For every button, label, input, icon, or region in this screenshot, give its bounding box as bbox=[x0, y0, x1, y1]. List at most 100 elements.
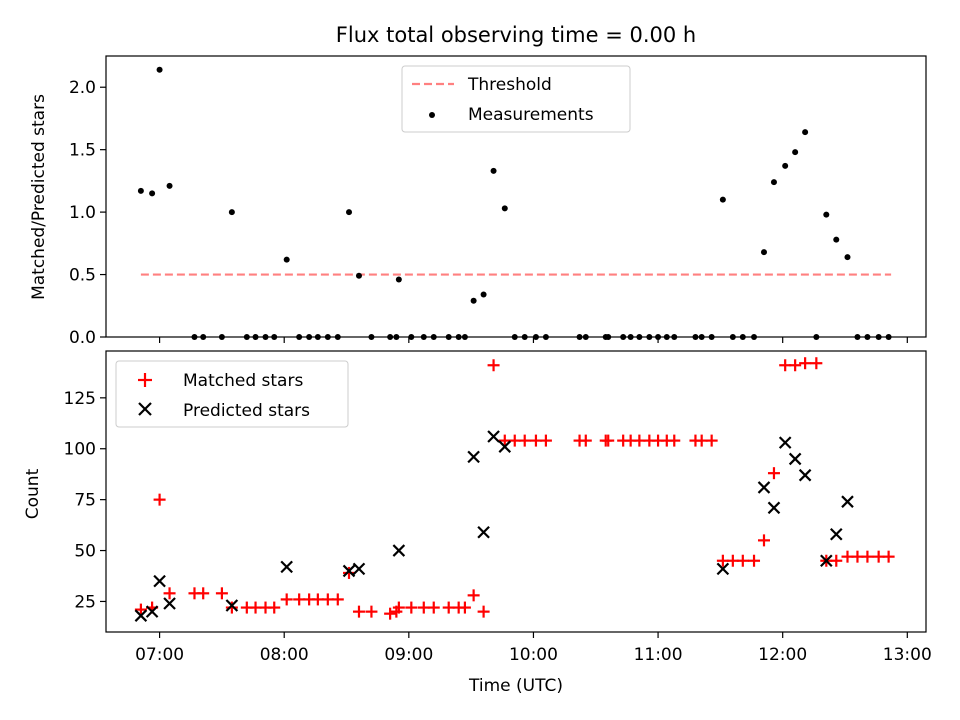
x-tick-label: 08:00 bbox=[260, 645, 309, 665]
predicted-star-point bbox=[280, 560, 293, 574]
matched-star-point bbox=[799, 357, 812, 370]
measurement-point bbox=[708, 334, 715, 340]
x-tick-label: 12:00 bbox=[758, 645, 807, 665]
measurement-point bbox=[480, 291, 487, 298]
predicted-star-point bbox=[392, 544, 406, 557]
measurement-point bbox=[393, 334, 400, 340]
predicted-star-point bbox=[487, 430, 500, 443]
matched-star-point bbox=[748, 554, 761, 567]
measurement-point bbox=[346, 209, 353, 216]
count-legend: Matched stars Predicted stars bbox=[115, 360, 349, 428]
measurement-point bbox=[760, 249, 767, 256]
measurement-point bbox=[228, 209, 235, 216]
x-tick-label: 09:00 bbox=[384, 645, 433, 665]
measurement-point bbox=[627, 334, 634, 340]
matched-star-point bbox=[767, 467, 780, 480]
count-y-tick-label: 100 bbox=[64, 440, 96, 460]
predicted-star-stroke-b bbox=[342, 564, 356, 578]
count-y-axis-label: Count bbox=[23, 468, 43, 519]
x-tick-label: 10:00 bbox=[509, 645, 558, 665]
matched-star-point bbox=[384, 607, 397, 620]
predicted-star-point bbox=[778, 436, 792, 449]
ratio-y-tick-label: 0.0 bbox=[69, 328, 96, 348]
measurement-point bbox=[663, 334, 670, 340]
measurement-point bbox=[751, 334, 758, 340]
predicted-star-point bbox=[767, 501, 781, 515]
measurement-point bbox=[314, 334, 321, 340]
measurement-point bbox=[636, 334, 643, 340]
predicted-star-stroke-b bbox=[145, 605, 159, 618]
matched-star-point bbox=[467, 589, 480, 602]
measurement-point bbox=[156, 66, 163, 73]
matched-star-point bbox=[602, 434, 615, 447]
measurement-point bbox=[408, 334, 415, 340]
matched-star-point bbox=[539, 434, 552, 447]
matched-star-point bbox=[392, 601, 405, 614]
measurement-point bbox=[729, 334, 736, 340]
matched-star-point bbox=[757, 534, 770, 547]
matched-star-point bbox=[668, 434, 681, 447]
predicted-star-stroke-b bbox=[477, 525, 490, 539]
measurement-point bbox=[334, 334, 341, 340]
measurement-point bbox=[324, 334, 331, 340]
ratio-panel: 0.00.51.01.52.0 Matched/Predicted stars … bbox=[29, 55, 927, 348]
predicted-star-stroke-b bbox=[757, 481, 771, 494]
matched-star-point bbox=[518, 434, 531, 447]
measurement-point bbox=[166, 182, 173, 189]
measurement-point bbox=[243, 334, 250, 340]
predicted-star-stroke-b bbox=[767, 501, 781, 515]
matched-star-point bbox=[427, 601, 440, 614]
predicted-star-stroke-b bbox=[778, 436, 792, 449]
ratio-legend-box bbox=[401, 65, 631, 133]
matched-star-point bbox=[343, 566, 356, 579]
predicted-star-stroke-b bbox=[352, 562, 366, 576]
measurement-point bbox=[802, 129, 809, 136]
measurement-point bbox=[698, 334, 705, 340]
legend-threshold-label: Threshold bbox=[467, 75, 552, 95]
measurement-point bbox=[455, 334, 462, 340]
measurement-point bbox=[833, 236, 840, 243]
matched-star-point bbox=[810, 357, 823, 370]
matched-star-point bbox=[487, 359, 500, 372]
measurement-point bbox=[355, 272, 362, 279]
count-panel: 25 50 75 100 125 07:00 08:00 09:00 10:00 11:00 12:… bbox=[23, 350, 932, 696]
predicted-star-point bbox=[716, 562, 730, 576]
ratio-y-tick-label: 1.5 bbox=[69, 141, 96, 161]
ratio-y-axis-label: Matched/Predicted stars bbox=[29, 94, 49, 300]
legend-predicted-swatch bbox=[138, 402, 152, 416]
measurement-point bbox=[149, 190, 156, 197]
measurement-point bbox=[885, 334, 892, 340]
predicted-star-stroke-b bbox=[392, 544, 406, 557]
predicted-star-stroke-b bbox=[163, 597, 176, 610]
predicted-star-point bbox=[163, 597, 176, 610]
matched-star-point bbox=[861, 550, 874, 563]
count-plot-area bbox=[105, 350, 927, 633]
measurement-point bbox=[387, 334, 394, 340]
measurement-point bbox=[420, 334, 427, 340]
ratio-y-tick-label: 1.0 bbox=[69, 203, 96, 223]
measurement-point bbox=[430, 334, 437, 340]
measurement-point bbox=[671, 334, 678, 340]
matched-star-point bbox=[830, 554, 843, 567]
measurement-point bbox=[823, 211, 830, 218]
ratio-y-tick-label: 2.0 bbox=[69, 78, 96, 98]
count-y-tick-label: 50 bbox=[74, 542, 96, 562]
measurement-point bbox=[218, 334, 225, 340]
legend-measurements-label: Measurements bbox=[468, 105, 594, 125]
matched-star-point bbox=[789, 359, 802, 372]
matched-star-point bbox=[736, 554, 749, 567]
measurement-point bbox=[368, 334, 375, 340]
matched-star-point bbox=[405, 601, 418, 614]
measurement-point bbox=[576, 334, 583, 340]
legend-predicted-label: Predicted stars bbox=[183, 401, 310, 421]
figure-title: Flux total observing time = 0.00 h bbox=[336, 23, 696, 47]
measurement-point bbox=[875, 334, 882, 340]
matched-star-point bbox=[225, 601, 238, 614]
x-tick-label: 11:00 bbox=[634, 645, 683, 665]
measurement-point bbox=[262, 334, 269, 340]
matched-star-point bbox=[579, 434, 592, 447]
predicted-star-stroke-b bbox=[716, 562, 730, 576]
predicted-star-point bbox=[153, 574, 166, 588]
predicted-star-point bbox=[352, 562, 366, 576]
